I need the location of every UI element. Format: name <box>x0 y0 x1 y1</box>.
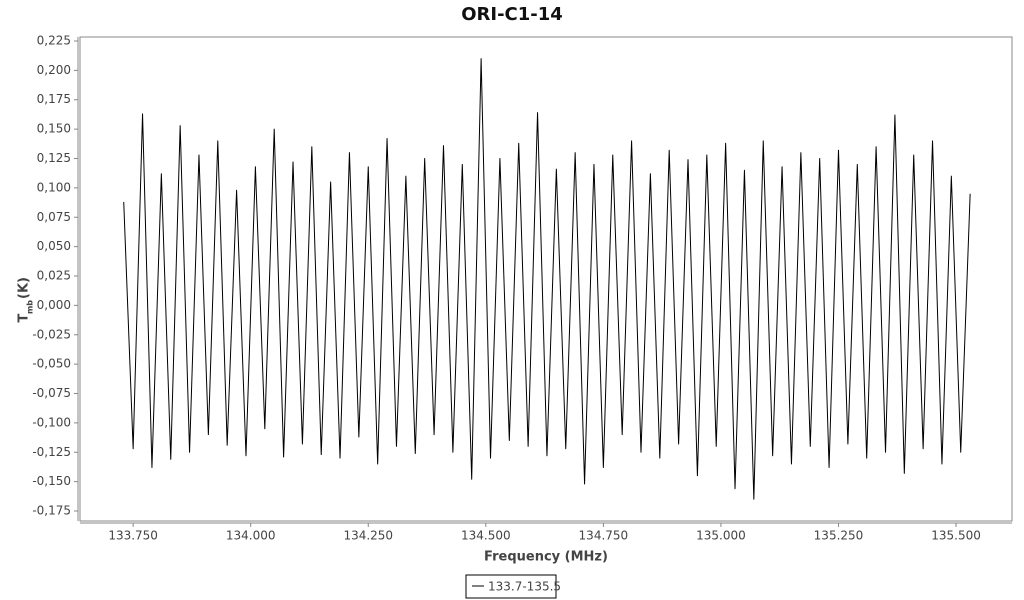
legend-label: 133.7-135.5 <box>488 580 561 594</box>
x-tick-label: 134.500 <box>461 529 511 543</box>
x-tick-label: 135.000 <box>696 529 746 543</box>
legend-box <box>465 574 557 599</box>
y-tick-label: -0,150 <box>32 474 71 488</box>
y-tick-label: 0,200 <box>37 63 71 77</box>
y-tick-label: -0,050 <box>32 357 71 371</box>
legend: 133.7-135.5 <box>465 574 561 599</box>
x-tick-label: 134.750 <box>579 529 629 543</box>
y-tick-label: -0,075 <box>32 386 71 400</box>
y-tick-label: 0,000 <box>37 298 71 312</box>
x-tick-label: 135.500 <box>931 529 981 543</box>
y-axis-label: T mb (K) <box>17 277 35 322</box>
y-tick-label: -0,025 <box>32 327 71 341</box>
x-tick-label: 135.250 <box>814 529 864 543</box>
y-label-sub: mb <box>26 300 35 314</box>
y-tick-label: 0,100 <box>37 180 71 194</box>
plot-frame <box>79 36 1013 522</box>
y-tick-label: 0,075 <box>37 210 71 224</box>
chart-title: ORI-C1-14 <box>461 4 563 25</box>
y-tick-label: 0,050 <box>37 239 71 253</box>
y-tick-label: 0,150 <box>37 122 71 136</box>
y-label-main: T <box>17 313 32 322</box>
x-tick-label: 133.750 <box>108 529 158 543</box>
y-tick-label: -0,100 <box>32 415 71 429</box>
x-axis-label: Frequency (MHz) <box>484 550 608 565</box>
y-tick-label: -0,175 <box>32 504 71 518</box>
x-tick-label: 134.250 <box>343 529 393 543</box>
y-tick-label: -0,125 <box>32 445 71 459</box>
y-tick-label: 0,225 <box>37 33 71 47</box>
series-line <box>123 58 971 500</box>
y-tick-label: 0,125 <box>37 151 71 165</box>
y-tick-label: 0,175 <box>37 92 71 106</box>
y-tick-label: 0,025 <box>37 269 71 283</box>
x-tick-label: 134.000 <box>226 529 276 543</box>
y-label-unit: (K) <box>17 277 32 299</box>
